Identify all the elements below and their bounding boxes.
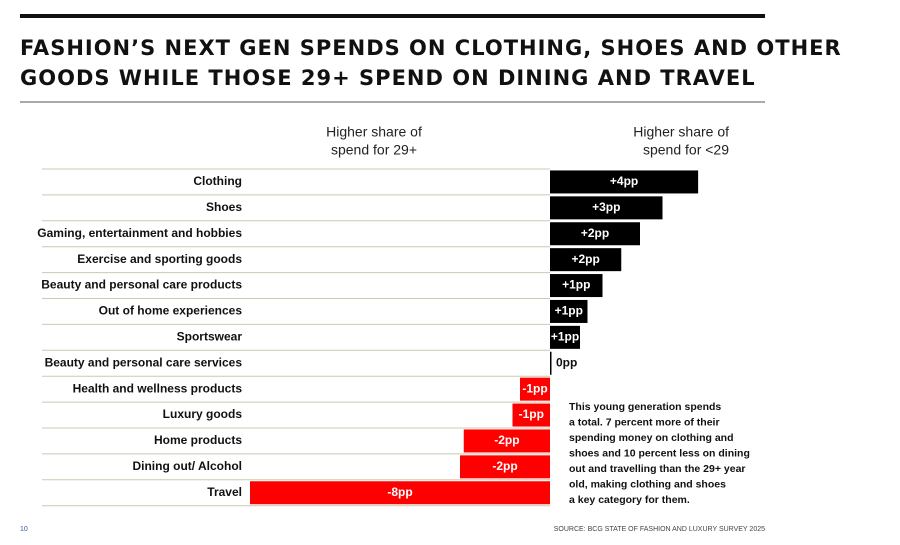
value-label: +2pp (581, 226, 609, 240)
annotation: a total. 7 percent more of their (569, 416, 720, 428)
category-label: Travel (207, 485, 242, 499)
bar (512, 403, 550, 427)
category-label: Gaming, entertainment and hobbies (37, 226, 242, 240)
value-label: 0pp (556, 355, 577, 369)
annotation: out and travelling than the 29+ year (569, 463, 746, 475)
bar (550, 196, 663, 220)
value-label: +4pp (610, 174, 638, 188)
category-label: Health and wellness products (73, 381, 243, 395)
column-header: Higher share of (633, 124, 729, 140)
value-label: -2pp (492, 459, 517, 473)
bar (550, 170, 699, 194)
chart-title: FASHION’S NEXT GEN SPENDS ON CLOTHING, S… (20, 36, 842, 60)
value-label: -8pp (387, 485, 412, 499)
category-label: Home products (154, 433, 242, 447)
bar (550, 325, 580, 349)
annotation: shoes and 10 percent less on dining (569, 447, 750, 459)
category-label: Sportswear (177, 330, 243, 344)
page-number: 10 (20, 526, 28, 533)
bar (463, 429, 550, 453)
bar (460, 455, 550, 479)
value-label: +1pp (551, 330, 579, 344)
source: SOURCE: BCG STATE OF FASHION AND LUXURY … (554, 526, 765, 533)
column-header: spend for 29+ (331, 142, 417, 158)
category-label: Clothing (193, 174, 242, 188)
category-label: Out of home experiences (99, 304, 243, 318)
category-label: Luxury goods (163, 407, 243, 421)
column-header: spend for <29 (643, 142, 729, 158)
value-label: +1pp (555, 304, 583, 318)
bar (250, 481, 550, 505)
value-label: -1pp (522, 381, 547, 395)
chart-title: GOODS WHILE THOSE 29+ SPEND ON DINING AN… (20, 66, 756, 90)
value-label: +3pp (592, 200, 620, 214)
category-label: Beauty and personal care products (41, 278, 242, 292)
category-label: Dining out/ Alcohol (132, 459, 242, 473)
bar (550, 274, 603, 298)
category-label: Shoes (206, 200, 242, 214)
bar (520, 377, 550, 401)
column-header: Higher share of (326, 124, 422, 140)
bar (550, 222, 640, 246)
annotation: old, making clothing and shoes (569, 478, 726, 490)
value-label: +1pp (562, 278, 590, 292)
value-label: -2pp (494, 433, 519, 447)
top-rule (20, 14, 765, 18)
bar (550, 248, 622, 272)
value-label: +2pp (571, 252, 599, 266)
category-label: Exercise and sporting goods (77, 252, 242, 266)
annotation: a key category for them. (569, 494, 690, 506)
annotation: spending money on clothing and (569, 432, 734, 444)
bar (550, 299, 588, 323)
value-label: -1pp (519, 407, 544, 421)
annotation: This young generation spends (569, 401, 721, 413)
category-label: Beauty and personal care services (45, 355, 243, 369)
bar (550, 351, 552, 375)
